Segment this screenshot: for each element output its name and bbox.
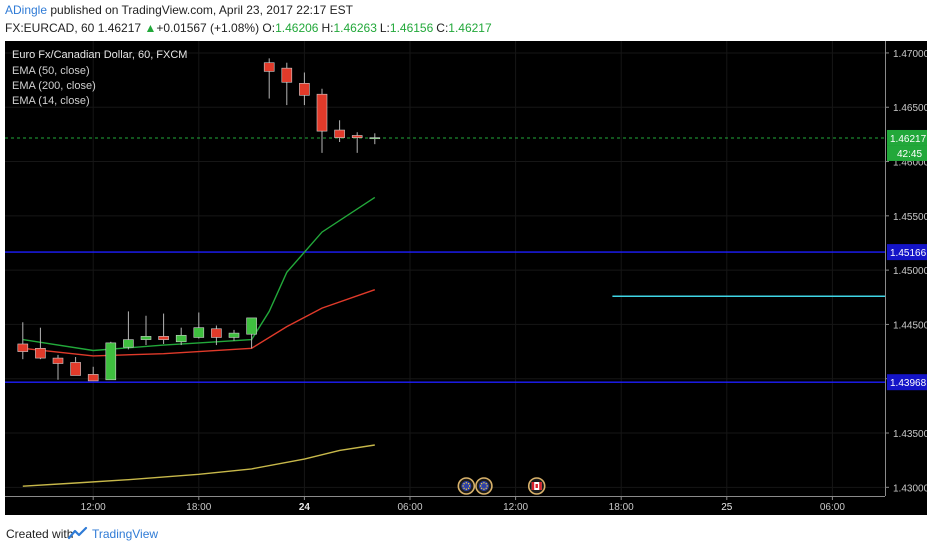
close-value: 1.46217 [448,21,492,35]
candle-body [105,342,117,381]
eu-star [480,487,483,489]
canada-flag-band [539,482,542,490]
canada-flag-band [531,482,535,490]
level-price-label: 1.43968 [890,378,927,389]
candle-body [87,374,99,382]
eu-star [480,483,483,485]
x-tick-label: 25 [721,502,733,513]
chart-header: ADingle published on TradingView.com, Ap… [0,0,932,40]
eu-star [486,485,488,487]
eu-star [467,483,470,485]
candle-body [175,334,187,343]
last-price-tag [887,129,927,146]
legend-item: EMA (200, close) [12,80,96,92]
open-value: 1.46206 [275,21,319,35]
candle-body [228,332,240,338]
legend-title: Euro Fx/Canadian Dollar, 60, FXCM [12,49,187,61]
high-label: H: [321,21,334,35]
x-tick-label: 18:00 [609,502,634,513]
author-link[interactable]: ADingle [5,3,48,17]
candle-body [211,328,222,338]
y-tick-label: 1.46500 [893,103,927,114]
candle-body [17,343,29,352]
candle-body [140,336,152,340]
chart-area[interactable]: 1.430001.435001.440001.445001.450001.455… [5,41,927,515]
price-chart[interactable]: 1.430001.435001.440001.445001.450001.455… [5,41,927,515]
countdown-tag [887,145,927,161]
low-label: L: [379,21,390,35]
eu-star [483,482,485,484]
eu-star [465,488,468,490]
eu-star [483,488,485,490]
footer: Created with TradingView [0,518,932,550]
level-price-tag [887,374,927,391]
candle-body [263,62,275,72]
legend-item: EMA (50, close) [12,65,90,77]
candle-body [123,339,134,348]
price-change: +0.01567 (+1.08%) [156,21,260,35]
x-tick-label: 12:00 [503,502,528,513]
y-tick-label: 1.46000 [893,158,927,169]
candle-body [158,336,169,340]
close-label: C: [436,21,449,35]
y-tick-label: 1.45500 [893,212,927,223]
x-tick-label: 18:00 [186,502,211,513]
y-tick-label: 1.43000 [893,483,927,494]
x-tick-label: 12:00 [81,502,106,513]
ema-line [22,444,375,487]
low-value: 1.46156 [389,21,434,35]
candle-body [369,137,381,140]
candle-body [334,129,345,138]
eu-star [485,483,487,485]
canada-maple-leaf [535,484,538,488]
up-arrow-icon: ▲ [144,21,157,35]
last-price: 1.46217 [97,21,142,35]
countdown-label: 42:45 [897,149,922,160]
candle-body [281,67,293,83]
eu-star [485,487,487,489]
eu-star [463,483,465,485]
candle-body [70,362,81,376]
y-tick-label: 1.47000 [893,49,927,60]
symbol-label: FX:EURCAD, 60 [5,21,95,35]
candle-body [299,83,310,96]
y-tick-label: 1.45000 [893,266,927,277]
ema-line [22,289,376,357]
tradingview-logo-icon [68,526,88,540]
candle-body [193,327,205,338]
level-price-tag [887,244,927,261]
eu-star [465,482,468,484]
published-text: published on TradingView.com, April 23, … [47,3,354,17]
y-tick-label: 1.44500 [893,320,927,331]
high-value: 1.46263 [333,21,377,35]
x-tick-label: 06:00 [397,502,422,513]
eu-star [480,485,482,487]
tradingview-brand-link[interactable]: TradingView [92,527,159,541]
eu-star [462,485,464,487]
eu-star [468,485,471,487]
candle-body [246,317,257,335]
created-with-text: Created with [6,527,74,541]
last-price-tag-label: 1.46217 [890,134,927,145]
candle-body [35,348,46,359]
y-tick-label: 1.43500 [893,429,927,440]
open-label: O: [262,21,276,35]
x-tick-label: 24 [299,502,311,513]
candle-body [316,93,328,132]
quote-line: FX:EURCAD, 60 1.46217 ▲+0.01567 (+1.08%)… [5,21,495,35]
eu-star [463,487,465,489]
level-price-label: 1.45166 [890,248,927,259]
legend-item: EMA (14, close) [12,95,90,107]
eu-star [467,487,470,489]
x-tick-label: 06:00 [820,502,845,513]
candle-body [52,357,64,364]
published-line: ADingle published on TradingView.com, Ap… [5,3,353,17]
candle-body [351,135,363,138]
